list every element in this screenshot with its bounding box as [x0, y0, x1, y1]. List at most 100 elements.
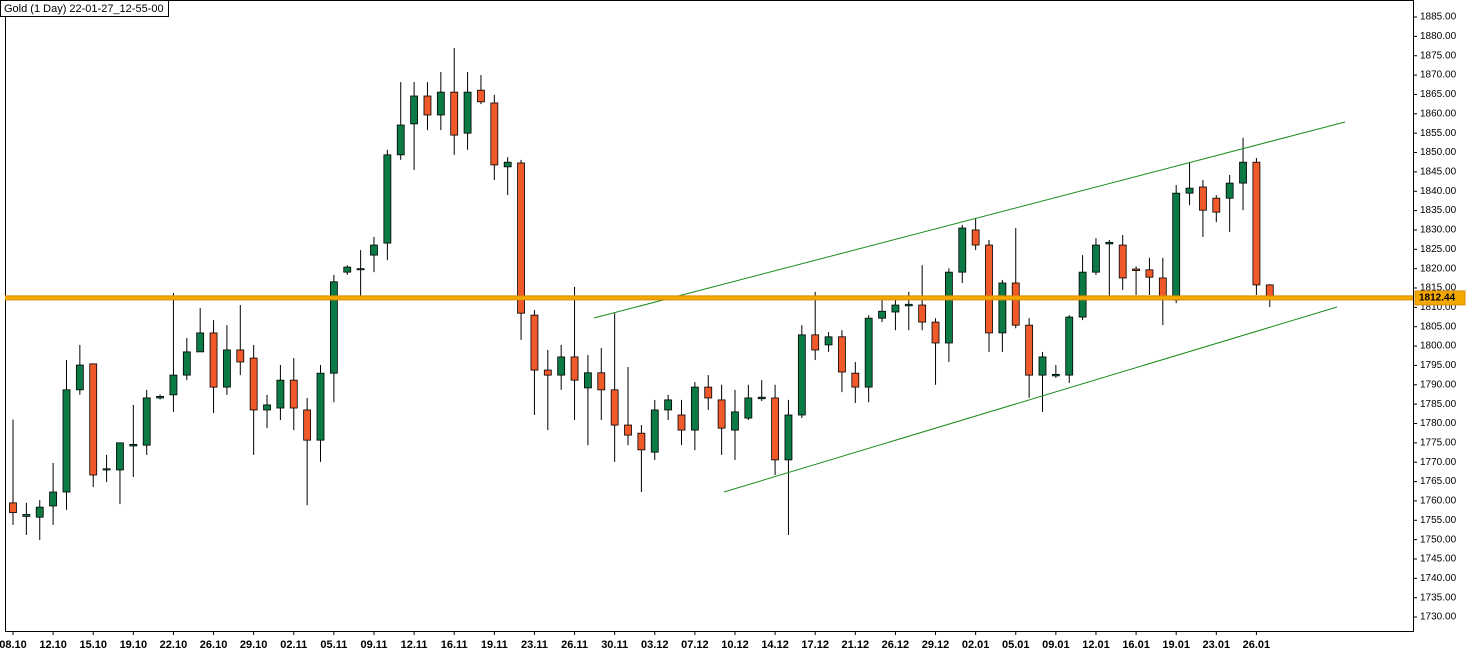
- candle-body: [1252, 161, 1261, 286]
- candle-body: [156, 396, 164, 399]
- candle-body: [1199, 186, 1207, 211]
- candle-body: [517, 162, 525, 314]
- candle-body: [1025, 324, 1034, 376]
- x-tick-label: 22.10: [160, 639, 188, 651]
- last-price-box: [1414, 290, 1466, 306]
- candle-body: [610, 389, 619, 426]
- x-tick-label: 26.11: [561, 639, 588, 651]
- x-tick-label: 19.01: [1162, 639, 1190, 651]
- candle-body: [624, 424, 632, 436]
- y-tick-label: 1830.00: [1420, 225, 1457, 236]
- candle-body: [1051, 373, 1060, 377]
- candle-body: [1132, 268, 1140, 271]
- candle-body: [864, 317, 873, 388]
- x-tick-label: 29.12: [922, 639, 950, 651]
- candle-body: [276, 379, 285, 409]
- candle-body: [263, 404, 271, 411]
- candle-body: [851, 372, 860, 388]
- candle-body: [477, 89, 485, 103]
- y-tick-label: 1805.00: [1420, 321, 1457, 332]
- candle-body: [717, 399, 726, 429]
- candle-body: [169, 374, 178, 396]
- candle-body: [1038, 356, 1047, 376]
- candle-body: [784, 414, 793, 461]
- x-tick-label: 29.10: [240, 639, 268, 651]
- candle-body: [289, 379, 298, 409]
- candle-body: [811, 334, 820, 351]
- candle-body: [316, 372, 325, 441]
- candle-body: [918, 304, 927, 323]
- candle-body: [370, 244, 378, 256]
- x-tick-label: 26.10: [200, 639, 228, 651]
- candle-body: [891, 304, 900, 313]
- channel-upper: [593, 121, 1346, 319]
- candle-body: [410, 95, 419, 125]
- x-tick-label: 17.12: [801, 639, 829, 651]
- y-tick-label: 1765.00: [1420, 476, 1457, 487]
- candle-body: [423, 95, 432, 116]
- candle-body: [503, 161, 512, 168]
- last-price-label: 1812.44: [1419, 293, 1456, 304]
- candle-body: [182, 351, 191, 376]
- candle-body: [356, 268, 365, 271]
- x-tick-label: 10.12: [721, 639, 749, 651]
- x-tick-label: 23.11: [521, 639, 548, 651]
- candle-body: [22, 514, 31, 517]
- candle-body: [450, 91, 459, 136]
- candle-body: [744, 397, 753, 419]
- candle-body: [196, 332, 205, 353]
- x-tick-label: 14.12: [761, 639, 789, 651]
- candle-body: [396, 124, 405, 156]
- x-tick-label: 15.10: [79, 639, 107, 651]
- y-tick-label: 1775.00: [1420, 438, 1457, 449]
- plot-frame: [5, 0, 1414, 632]
- y-tick-label: 1820.00: [1420, 263, 1457, 274]
- candle-body: [958, 227, 967, 273]
- x-tick-label: 03.12: [641, 639, 669, 651]
- y-tick-label: 1880.00: [1420, 31, 1457, 42]
- y-tick-label: 1865.00: [1420, 89, 1457, 100]
- y-tick-label: 1845.00: [1420, 167, 1457, 178]
- x-tick-label: 16.11: [441, 639, 468, 651]
- y-tick-label: 1735.00: [1420, 592, 1457, 603]
- x-tick-label: 05.01: [1002, 639, 1030, 651]
- candle-body: [757, 396, 766, 400]
- candle-body: [1225, 182, 1234, 199]
- candle-body: [343, 266, 352, 273]
- channel-lower: [723, 306, 1338, 493]
- candle-body: [249, 357, 258, 411]
- candle-body: [1065, 316, 1074, 376]
- candle-body: [463, 91, 472, 134]
- candle-body: [971, 229, 980, 246]
- y-tick-label: 1750.00: [1420, 534, 1457, 545]
- x-tick-label: 02.11: [280, 639, 307, 651]
- y-tick-label: 1740.00: [1420, 573, 1457, 584]
- candle-body: [690, 386, 699, 431]
- candle-body: [102, 468, 111, 471]
- candle-body: [677, 414, 686, 431]
- candle-body: [1158, 277, 1167, 299]
- candle-body: [383, 154, 392, 244]
- y-tick-label: 1855.00: [1420, 128, 1457, 139]
- candle-body: [209, 332, 218, 388]
- candle-body: [49, 491, 58, 507]
- candle-body: [904, 303, 913, 307]
- y-tick-label: 1835.00: [1420, 205, 1457, 216]
- candle-body: [637, 432, 646, 451]
- y-tick-label: 1875.00: [1420, 50, 1457, 61]
- candle-body: [142, 397, 151, 446]
- candle-body: [771, 397, 779, 461]
- candle-body: [945, 271, 953, 344]
- chart-title: Gold (1 Day) 22-01-27_12-55-00: [4, 3, 164, 15]
- candle-body: [1239, 161, 1247, 184]
- y-tick-label: 1770.00: [1420, 457, 1457, 468]
- candle-body: [1145, 269, 1154, 278]
- candle-body: [223, 349, 231, 388]
- candle-body: [704, 386, 713, 399]
- y-tick-label: 1780.00: [1420, 418, 1457, 429]
- candle-body: [530, 314, 539, 371]
- y-tick-label: 1745.00: [1420, 554, 1457, 565]
- candle-body: [303, 409, 312, 441]
- x-tick-label: 12.10: [39, 639, 67, 651]
- candle-body: [664, 399, 673, 411]
